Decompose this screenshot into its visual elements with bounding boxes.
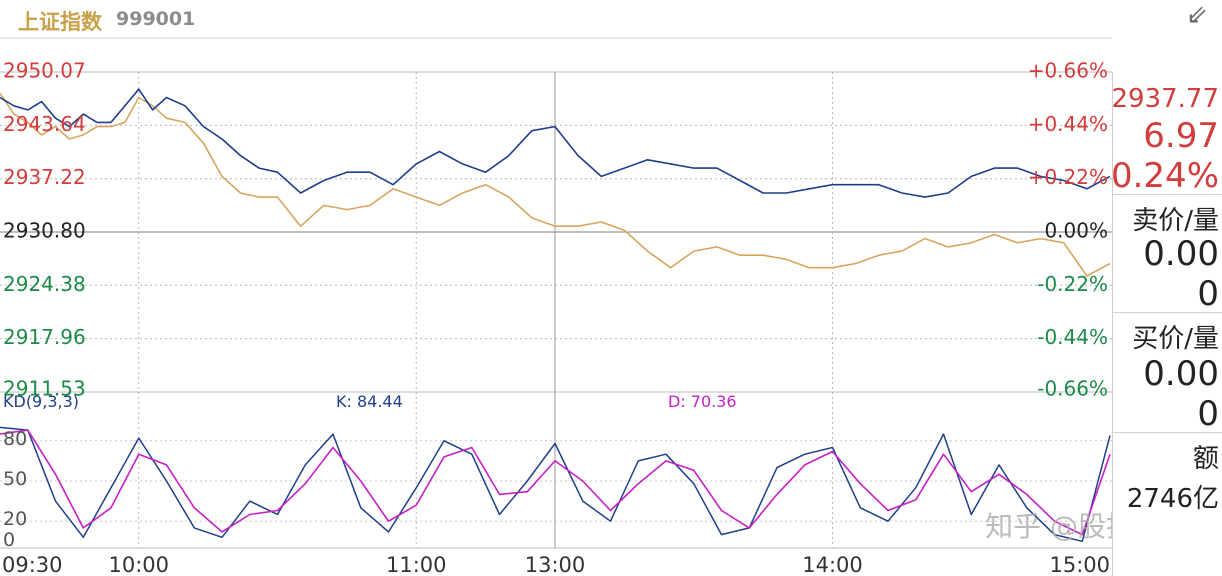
amount-label: 额 bbox=[1192, 444, 1219, 474]
d-value-label: D: 70.36 bbox=[668, 392, 737, 411]
d-line bbox=[0, 429, 1111, 536]
sell-volume: 0 bbox=[1197, 274, 1219, 314]
y-tick-label-right: 0.00% bbox=[1044, 219, 1108, 243]
kd-y-tick-label: 0 bbox=[3, 529, 15, 551]
collapse-arrows-icon[interactable]: ⇙ bbox=[1186, 0, 1208, 30]
quote-side-panel: 2937.77 6.97 0.24% 卖价/量 0.00 0 买价/量 0.00… bbox=[1110, 72, 1222, 576]
header: 上证指数 999001 ⇙ bbox=[0, 0, 1222, 40]
y-tick-label-right: -0.66% bbox=[1037, 377, 1108, 401]
watermark-text: 知乎 @股指乐园 bbox=[985, 510, 1112, 543]
y-tick-label-right: +0.44% bbox=[1028, 112, 1108, 136]
y-tick-label-right: -0.22% bbox=[1037, 272, 1108, 296]
divider bbox=[1113, 432, 1222, 433]
divider bbox=[1113, 194, 1222, 195]
y-tick-label-right: +0.66% bbox=[1028, 59, 1108, 83]
x-tick-label: 09:30 bbox=[2, 553, 63, 576]
buy-volume: 0 bbox=[1197, 394, 1219, 434]
y-tick-label-left: 2911.53 bbox=[3, 377, 86, 401]
y-tick-label-left: 2917.96 bbox=[3, 325, 86, 349]
amount-value: 2746亿 bbox=[1126, 484, 1219, 514]
sell-label: 卖价/量 bbox=[1132, 206, 1219, 236]
price-line bbox=[0, 88, 1111, 198]
intraday-chart: 2950.07 2943.64 2937.22 2930.80 2924.38 2917.… bbox=[0, 37, 1112, 576]
x-tick-label: 14:00 bbox=[802, 553, 863, 576]
last-price: 2937.77 bbox=[1111, 84, 1219, 114]
kd-y-tick-label: 20 bbox=[3, 508, 27, 530]
index-code: 999001 bbox=[116, 8, 196, 30]
x-tick-label: 11:00 bbox=[386, 553, 447, 576]
divider bbox=[1113, 312, 1222, 313]
k-line bbox=[0, 426, 1111, 543]
buy-label: 买价/量 bbox=[1132, 324, 1219, 354]
kd-title: KD(9,3,3) bbox=[3, 392, 79, 411]
y-tick-label-left: 2950.07 bbox=[3, 59, 86, 83]
kd-y-tick-label: 80 bbox=[3, 428, 27, 450]
buy-price: 0.00 bbox=[1143, 354, 1219, 394]
x-tick-label: 15:00 bbox=[1049, 553, 1110, 576]
sell-price: 0.00 bbox=[1143, 234, 1219, 274]
x-tick-label: 10:00 bbox=[108, 553, 169, 576]
k-value-label: K: 84.44 bbox=[336, 392, 403, 411]
y-tick-label-right: -0.44% bbox=[1037, 325, 1108, 349]
y-tick-label-left: 2937.22 bbox=[3, 165, 86, 189]
y-tick-label-left: 2943.64 bbox=[3, 112, 86, 136]
index-title: 上证指数 bbox=[18, 10, 102, 34]
average-price-line bbox=[0, 92, 1111, 277]
price-change-pct: 0.24% bbox=[1110, 156, 1219, 196]
price-change: 6.97 bbox=[1143, 116, 1219, 156]
x-tick-label: 13:00 bbox=[525, 553, 586, 576]
y-tick-label-right: +0.22% bbox=[1028, 165, 1108, 189]
y-tick-label-left: 2924.38 bbox=[3, 272, 86, 296]
kd-y-tick-label: 50 bbox=[3, 468, 27, 490]
y-tick-label-left: 2930.80 bbox=[3, 219, 86, 243]
